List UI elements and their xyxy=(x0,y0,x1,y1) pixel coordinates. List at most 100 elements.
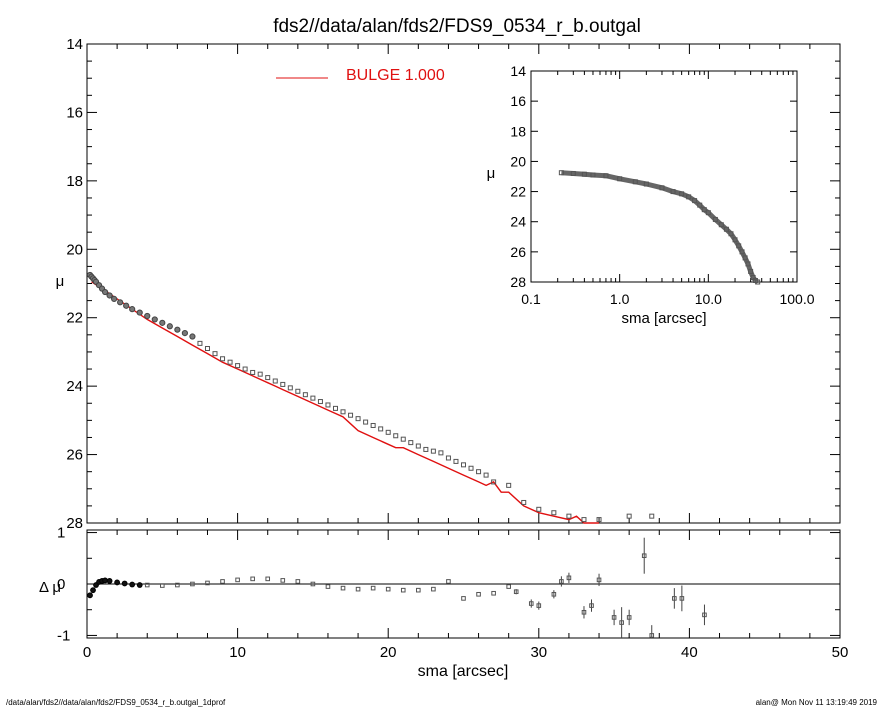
residual-point xyxy=(559,579,564,584)
residual-point xyxy=(702,612,707,618)
main-y-tick-label: 26 xyxy=(66,447,83,464)
data-point xyxy=(461,462,466,468)
main-y-tick-label: 24 xyxy=(66,378,83,395)
inset-data-point xyxy=(736,243,742,249)
data-point xyxy=(106,292,113,299)
data-point xyxy=(483,472,489,478)
inset-x-tick-label: 10.0 xyxy=(695,291,722,307)
data-point xyxy=(378,426,384,432)
residual-point xyxy=(461,596,466,601)
data-point xyxy=(242,366,248,372)
data-point xyxy=(468,465,474,471)
residual-point xyxy=(431,586,436,592)
data-point xyxy=(408,440,414,446)
residual-point xyxy=(536,603,542,608)
residual-point xyxy=(87,592,93,599)
data-point xyxy=(136,309,143,316)
x-axis-label: sma [arcsec] xyxy=(418,663,509,680)
data-point xyxy=(332,405,338,411)
residual-point xyxy=(144,582,150,588)
data-point xyxy=(123,302,130,309)
residual-point xyxy=(220,579,225,584)
data-point xyxy=(189,333,196,340)
data-point xyxy=(302,392,308,398)
residual-point xyxy=(476,591,481,597)
inset-x-tick-label: 0.1 xyxy=(521,291,541,307)
inset-data-point xyxy=(748,268,754,274)
data-point xyxy=(280,381,286,387)
inset-data-point xyxy=(745,261,751,267)
data-point xyxy=(111,295,118,302)
residual-point xyxy=(136,582,143,588)
inset-y-tick-label: 22 xyxy=(510,184,526,200)
inset-data-point xyxy=(632,179,638,185)
data-point xyxy=(649,513,655,519)
residual-point xyxy=(611,615,617,620)
inset-data-point xyxy=(570,170,576,176)
residual-point xyxy=(513,589,519,595)
inset-x-axis-label: sma [arcsec] xyxy=(621,310,706,327)
residual-point xyxy=(416,587,421,593)
chart-title: fds2//data/alan/fds2/FDS9_0534_r_b.outga… xyxy=(273,16,641,37)
main-y-tick-label: 22 xyxy=(66,310,83,327)
main-y-tick-label: 28 xyxy=(66,515,83,532)
data-point xyxy=(220,356,226,362)
data-point xyxy=(166,323,173,330)
residual-y-axis-label: Δ μ xyxy=(39,579,61,596)
main-y-axis-label: μ xyxy=(56,273,65,290)
data-point xyxy=(430,448,436,454)
x-tick-label: 20 xyxy=(380,644,397,661)
main-axis-ticks: 14 16 18 20 22 24 26 28 xyxy=(66,36,841,532)
data-point xyxy=(250,369,256,375)
inset-data-point xyxy=(739,249,745,255)
data-point xyxy=(317,399,323,405)
data-point xyxy=(227,359,233,365)
data-point xyxy=(626,513,632,519)
inset-data-point xyxy=(692,198,698,204)
main-y-tick-label: 20 xyxy=(66,241,83,258)
residual-point xyxy=(589,603,594,608)
residual-point xyxy=(310,581,316,587)
residual-point xyxy=(551,591,557,597)
inset-data-point xyxy=(686,194,692,200)
residual-point xyxy=(506,584,511,589)
inset-data-point xyxy=(581,171,587,177)
data-point xyxy=(117,299,124,306)
data-point xyxy=(295,388,301,394)
model-line xyxy=(91,281,599,524)
residual-point xyxy=(400,587,406,593)
data-point xyxy=(287,385,293,391)
data-point xyxy=(272,378,278,384)
inset-y-tick-label: 24 xyxy=(510,214,526,230)
data-point xyxy=(566,513,572,519)
data-point xyxy=(423,446,429,452)
residual-point xyxy=(280,578,286,583)
inset-data-point xyxy=(558,170,564,176)
residual-point xyxy=(581,609,587,615)
inset-data-point xyxy=(679,191,685,197)
data-point xyxy=(415,443,421,449)
residual-point xyxy=(106,578,113,584)
residual-point xyxy=(370,585,376,591)
residual-point xyxy=(649,633,655,638)
residual-point xyxy=(114,579,121,586)
residual-point xyxy=(491,590,496,596)
data-point xyxy=(385,429,391,435)
data-point xyxy=(491,479,497,485)
data-point xyxy=(400,436,406,442)
residual-point xyxy=(121,580,128,587)
residual-point xyxy=(205,580,210,586)
data-point xyxy=(325,402,331,408)
data-point xyxy=(265,375,271,381)
x-tick-label: 10 xyxy=(229,644,246,661)
inset-data-point xyxy=(728,231,734,237)
footer-right: alan@ Mon Nov 11 13:19:49 2019 xyxy=(756,698,878,707)
residual-point xyxy=(129,581,136,588)
data-point xyxy=(204,346,210,352)
main-y-tick-label: 16 xyxy=(66,104,83,121)
x-tick-label: 0 xyxy=(83,644,91,661)
x-tick-label: 40 xyxy=(681,644,698,661)
residual-point xyxy=(265,576,271,582)
data-point xyxy=(551,510,557,516)
